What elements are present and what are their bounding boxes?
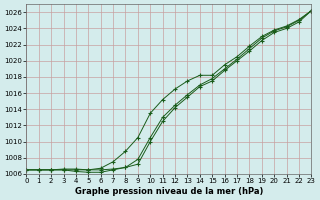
X-axis label: Graphe pression niveau de la mer (hPa): Graphe pression niveau de la mer (hPa): [75, 187, 263, 196]
